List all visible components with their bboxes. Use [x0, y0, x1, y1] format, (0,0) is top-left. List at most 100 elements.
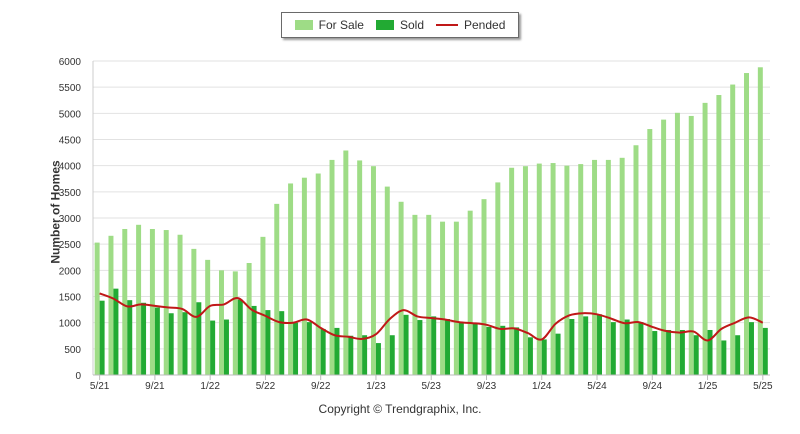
- for-sale-bar: [149, 228, 155, 375]
- y-tick-label: 0: [75, 371, 81, 382]
- y-tick-label: 4000: [59, 162, 82, 173]
- sold-bar: [348, 335, 354, 375]
- for-sale-bar: [744, 73, 749, 375]
- for-sale-bar: [481, 199, 487, 375]
- for-sale-bar: [108, 235, 114, 375]
- x-tick-label: 9/21: [145, 381, 165, 392]
- for-sale-bar: [633, 145, 639, 375]
- y-tick-label: 3000: [59, 214, 82, 225]
- sold-bar: [196, 302, 202, 375]
- for-sale-bar: [205, 259, 211, 375]
- sold-bar: [99, 300, 105, 375]
- sold-bar: [666, 329, 672, 375]
- for-sale-bar: [219, 270, 224, 375]
- sold-bar: [403, 314, 409, 375]
- legend-item-pended: Pended: [436, 18, 505, 32]
- sold-bar: [638, 322, 644, 375]
- for-sale-bar: [702, 102, 708, 375]
- for-sale-bar: [440, 221, 446, 375]
- y-tick-label: 3500: [59, 188, 82, 199]
- for-sale-bar: [343, 150, 349, 375]
- sold-bar: [652, 331, 658, 375]
- for-sale-bar: [467, 210, 473, 375]
- for-sale-swatch: [294, 20, 313, 30]
- sold-bar: [306, 322, 312, 375]
- y-tick-label: 2000: [59, 266, 82, 277]
- sold-bar: [555, 333, 561, 375]
- for-sale-bar: [232, 271, 238, 375]
- legend-item-for-sale: For Sale: [294, 18, 364, 32]
- y-tick-label: 4500: [59, 136, 82, 147]
- for-sale-bar: [453, 221, 459, 375]
- sold-bar: [431, 316, 437, 375]
- for-sale-bar: [177, 234, 183, 375]
- for-sale-bar: [592, 159, 598, 375]
- for-sale-bar: [509, 167, 515, 375]
- x-tick-label: 9/22: [311, 381, 331, 392]
- sold-bar: [527, 337, 533, 375]
- for-sale-bar: [246, 263, 252, 375]
- for-sale-bar: [647, 129, 653, 375]
- for-sale-bar: [370, 166, 376, 375]
- sold-bar: [472, 323, 478, 375]
- for-sale-bar: [688, 115, 694, 375]
- for-sale-bar: [757, 67, 763, 375]
- for-sale-bar: [605, 159, 611, 375]
- sold-bar: [293, 322, 299, 375]
- sold-bar: [624, 319, 630, 375]
- sold-bar: [334, 327, 340, 375]
- for-sale-bar: [288, 183, 294, 375]
- for-sale-bar: [550, 163, 556, 375]
- sold-bar: [113, 288, 119, 375]
- x-tick-label: 1/24: [532, 381, 552, 392]
- sold-bar: [182, 312, 188, 375]
- for-sale-bar: [536, 163, 542, 375]
- for-sale-bar: [260, 236, 266, 375]
- for-sale-bar: [94, 242, 100, 375]
- x-tick-label: 5/21: [90, 381, 110, 392]
- sold-bar: [748, 322, 754, 375]
- sold-bar: [583, 316, 589, 375]
- x-tick-label: 5/24: [587, 381, 607, 392]
- x-tick-label: 5/23: [421, 381, 441, 392]
- sold-bar: [141, 302, 147, 375]
- y-tick-label: 500: [64, 345, 81, 356]
- for-sale-bar: [578, 164, 584, 375]
- sold-bar: [154, 307, 160, 375]
- y-tick-label: 5000: [59, 109, 82, 120]
- sold-bar: [237, 299, 243, 375]
- for-sale-bar: [619, 157, 625, 375]
- for-sale-bar: [674, 112, 680, 375]
- for-sale-bar: [163, 230, 169, 375]
- sold-bar: [168, 313, 174, 375]
- copyright-caption: Copyright © Trendgraphix, Inc.: [318, 402, 482, 416]
- x-tick-label: 5/22: [256, 381, 276, 392]
- sold-bar: [458, 322, 464, 375]
- y-axis-title: Number of Homes: [48, 160, 63, 264]
- sold-swatch: [375, 20, 394, 30]
- x-tick-label: 1/23: [366, 381, 386, 392]
- sold-bar: [721, 340, 727, 375]
- legend-label-for-sale: For Sale: [318, 18, 364, 32]
- x-tick-label: 9/24: [643, 381, 663, 392]
- sold-bar: [375, 343, 381, 375]
- sold-bar: [279, 311, 285, 375]
- x-tick-label: 1/22: [200, 381, 220, 392]
- sold-bar: [223, 319, 229, 375]
- sold-bar: [541, 339, 547, 375]
- sold-bar: [362, 335, 368, 375]
- sold-series: [99, 288, 768, 375]
- y-tick-label: 1500: [59, 293, 82, 304]
- for-sale-bar: [730, 84, 736, 376]
- for-sale-bar: [661, 119, 667, 375]
- sold-bar: [735, 335, 741, 375]
- sold-bar: [389, 335, 395, 375]
- sold-bar: [251, 305, 257, 375]
- sold-bar: [707, 329, 713, 375]
- y-tick-label: 2500: [59, 240, 82, 251]
- pended-swatch: [436, 24, 458, 26]
- x-tick-label: 5/25: [753, 381, 773, 392]
- for-sale-bar: [301, 177, 307, 375]
- y-tick-label: 6000: [59, 57, 82, 68]
